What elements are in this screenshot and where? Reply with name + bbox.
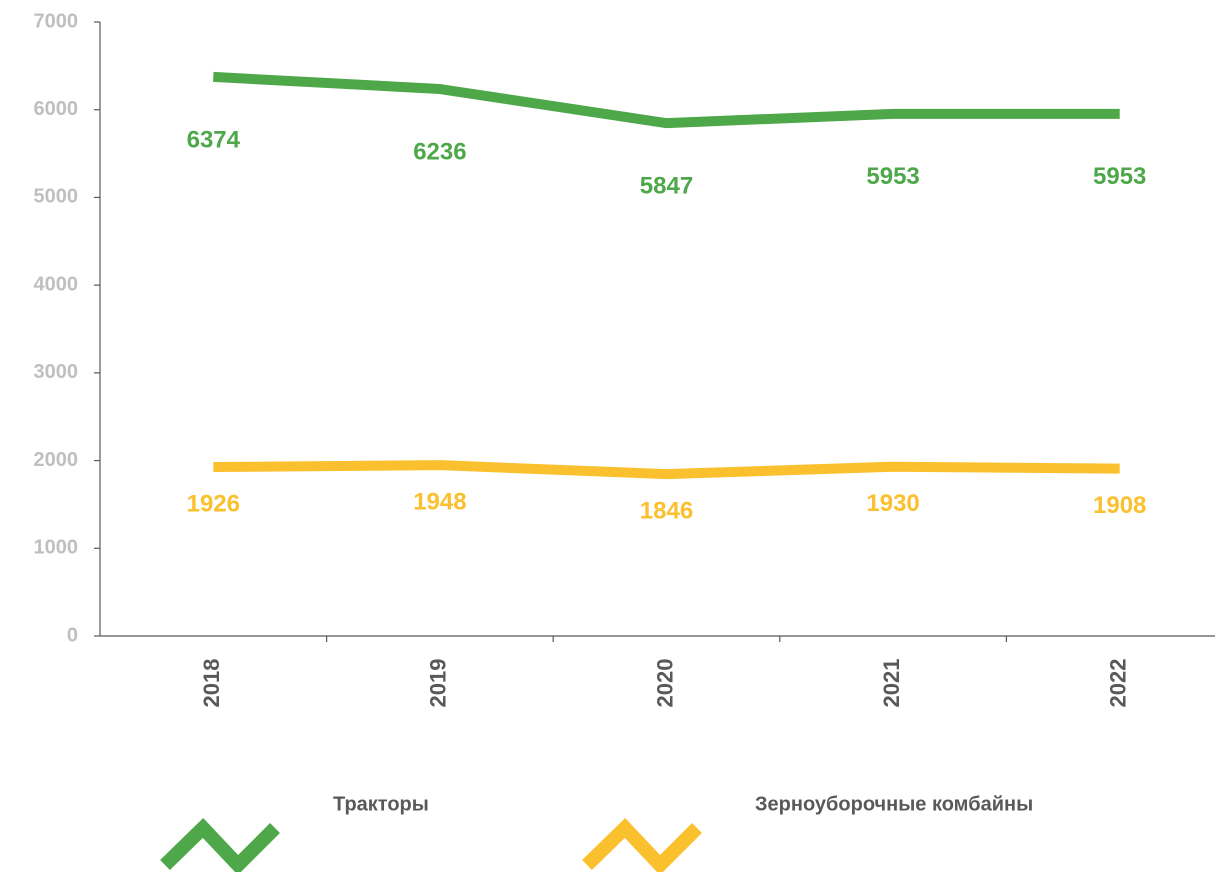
data-label: 5953 (866, 163, 919, 190)
y-tick-label: 4000 (34, 273, 79, 295)
data-label: 6374 (187, 126, 241, 153)
y-tick-label: 1000 (34, 537, 79, 559)
data-label: 1846 (640, 497, 693, 524)
y-tick-label: 7000 (34, 10, 79, 32)
data-label: 1948 (413, 488, 466, 515)
data-label: 5953 (1093, 163, 1146, 190)
data-label: 5847 (640, 172, 693, 199)
y-tick-label: 2000 (34, 449, 79, 471)
data-label: 1908 (1093, 492, 1146, 519)
x-tick-label: 2020 (652, 659, 677, 708)
y-tick-label: 3000 (34, 361, 79, 383)
legend-label: Тракторы (333, 793, 429, 815)
data-label: 1926 (187, 490, 240, 517)
legend-marker (582, 818, 702, 872)
x-tick-label: 2019 (426, 659, 451, 708)
data-label: 1930 (866, 490, 919, 517)
y-tick-label: 0 (67, 624, 78, 646)
series-line (213, 460, 1120, 480)
x-tick-label: 2021 (879, 659, 904, 708)
legend-marker (160, 818, 280, 872)
legend-label: Зерноуборочные комбайны (755, 793, 1033, 815)
y-tick-label: 6000 (34, 98, 79, 120)
x-tick-label: 2022 (1106, 659, 1131, 708)
series-line (213, 71, 1120, 129)
x-tick-label: 2018 (199, 659, 224, 708)
y-tick-label: 5000 (34, 186, 79, 208)
data-label: 6236 (413, 138, 466, 165)
